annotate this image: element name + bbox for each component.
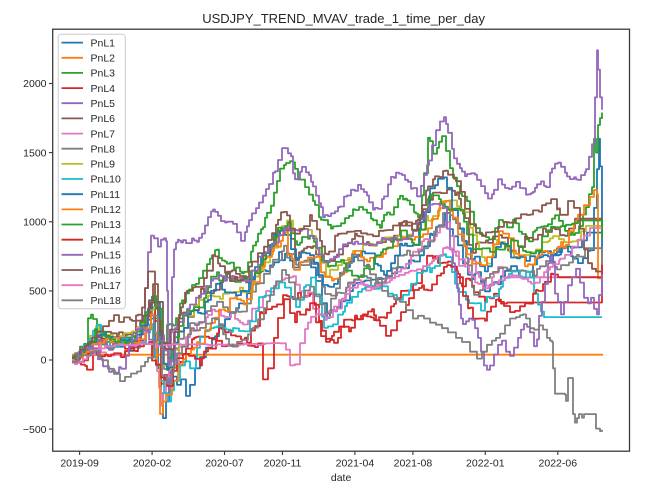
svg-text:PnL16: PnL16 [91, 265, 122, 277]
svg-text:2019-09: 2019-09 [60, 458, 99, 470]
svg-text:PnL1: PnL1 [91, 37, 116, 49]
svg-text:2020-02: 2020-02 [133, 458, 172, 470]
svg-text:PnL11: PnL11 [91, 189, 121, 201]
svg-text:PnL13: PnL13 [91, 219, 122, 231]
svg-text:1000: 1000 [23, 216, 47, 228]
svg-text:PnL18: PnL18 [91, 295, 122, 307]
svg-text:2021-08: 2021-08 [394, 458, 433, 470]
svg-text:1500: 1500 [23, 147, 47, 159]
svg-text:PnL5: PnL5 [91, 98, 116, 110]
svg-text:PnL10: PnL10 [91, 174, 122, 186]
svg-text:2020-11: 2020-11 [264, 458, 302, 470]
svg-text:PnL3: PnL3 [91, 68, 116, 80]
svg-text:PnL6: PnL6 [91, 113, 116, 125]
svg-text:0: 0 [41, 355, 47, 367]
svg-text:PnL17: PnL17 [91, 280, 122, 292]
svg-text:USDJPY_TREND_MVAV_trade_1_time: USDJPY_TREND_MVAV_trade_1_time_per_day [202, 11, 485, 26]
svg-text:2020-07: 2020-07 [205, 458, 244, 470]
svg-text:500: 500 [29, 286, 47, 298]
svg-text:PnL9: PnL9 [91, 159, 116, 171]
svg-text:PnL8: PnL8 [91, 143, 116, 155]
svg-text:2022-06: 2022-06 [539, 458, 578, 470]
svg-text:PnL12: PnL12 [91, 204, 122, 216]
svg-text:−500: −500 [23, 424, 47, 436]
svg-text:2022-01: 2022-01 [466, 458, 505, 470]
svg-text:PnL14: PnL14 [91, 234, 122, 246]
svg-text:PnL15: PnL15 [91, 250, 122, 262]
svg-text:PnL2: PnL2 [91, 53, 116, 65]
svg-text:2000: 2000 [23, 78, 47, 90]
svg-text:PnL7: PnL7 [91, 128, 116, 140]
svg-text:PnL4: PnL4 [91, 83, 116, 95]
svg-text:date: date [331, 472, 352, 484]
svg-text:2021-04: 2021-04 [336, 458, 375, 470]
